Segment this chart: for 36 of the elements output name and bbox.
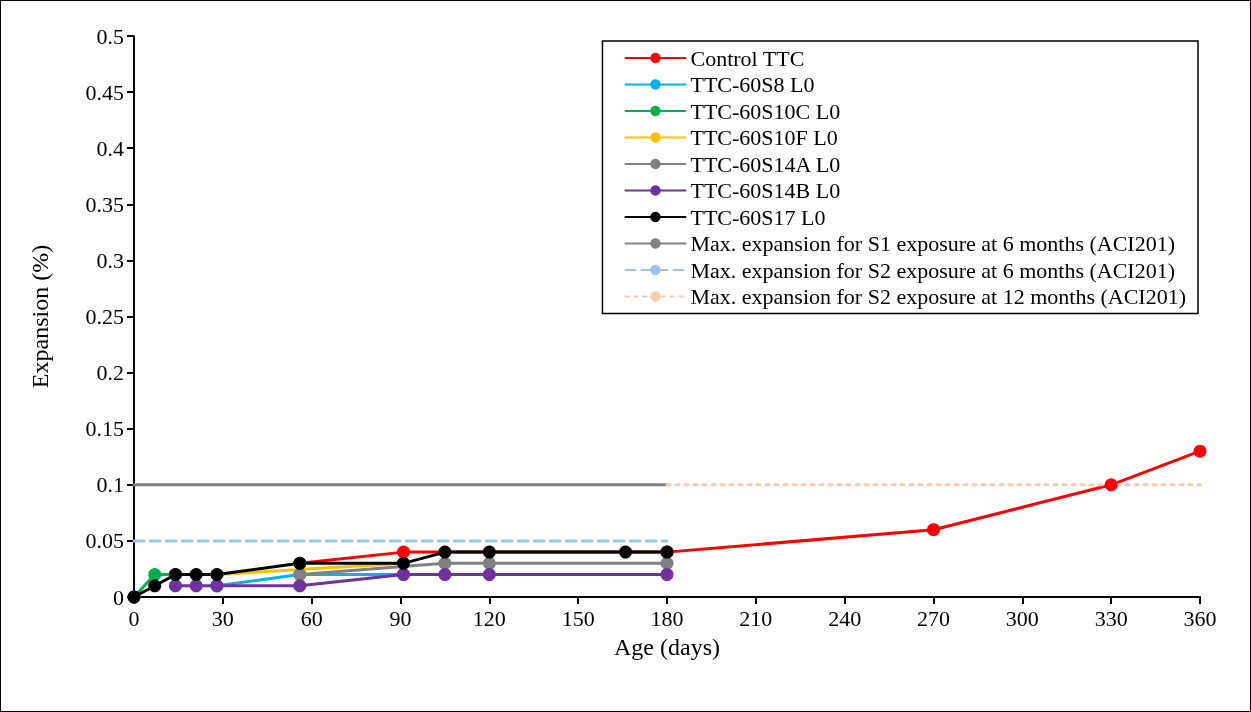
x-tick-label: 210	[739, 605, 773, 631]
x-tick-label: 360	[1183, 605, 1217, 631]
legend-label: TTC-60S14B L0	[690, 178, 841, 203]
x-tick-label: 330	[1094, 605, 1128, 631]
y-tick-label: 0.25	[85, 304, 124, 329]
x-tick-label: 120	[472, 605, 506, 631]
y-tick-label: 0.15	[85, 416, 124, 442]
legend-label: Max. expansion for S2 exposure at 6 months (ACI201)	[690, 257, 1176, 283]
legend-label: TTC-60S10C L0	[690, 98, 841, 124]
legend-label: TTC-60S14A L0	[690, 151, 841, 177]
y-axis-title: Expansion (%)	[27, 244, 53, 389]
y-tick-label: 0.2	[96, 360, 124, 386]
x-tick-label: 300	[1005, 605, 1039, 631]
x-tick-label: 60	[300, 605, 323, 631]
legend-label: Max. expansion for S2 exposure at 12 months (ACI201)	[690, 284, 1187, 309]
x-tick-label: 270	[917, 605, 950, 631]
x-tick-label: 30	[211, 605, 234, 631]
x-tick-label: 90	[389, 605, 412, 631]
x-tick-label: 240	[828, 605, 862, 631]
y-tick-label: 0.3	[96, 247, 124, 273]
legend-label: Max. expansion for S1 exposure at 6 months (ACI201)	[690, 231, 1176, 256]
y-tick-label: 0.35	[85, 191, 124, 217]
y-tick-label: 0.4	[96, 135, 124, 161]
legend-label: TTC-60S8 L0	[690, 72, 815, 97]
legend-label: TTC-60S10F L0	[690, 125, 838, 150]
x-tick-label: 150	[561, 605, 595, 631]
y-tick-label: 0	[113, 584, 124, 610]
y-tick-label: 0.1	[96, 472, 124, 498]
y-tick-label: 0.05	[85, 528, 124, 554]
legend-label: TTC-60S17 L0	[690, 204, 826, 230]
y-tick-label: 0.5	[96, 23, 124, 49]
y-tick-label: 0.45	[85, 79, 124, 105]
x-tick-label: 0	[128, 605, 140, 631]
legend-label: Control TTC	[690, 45, 805, 71]
x-tick-label: 180	[650, 605, 684, 631]
x-axis-title: Age (days)	[614, 634, 720, 660]
